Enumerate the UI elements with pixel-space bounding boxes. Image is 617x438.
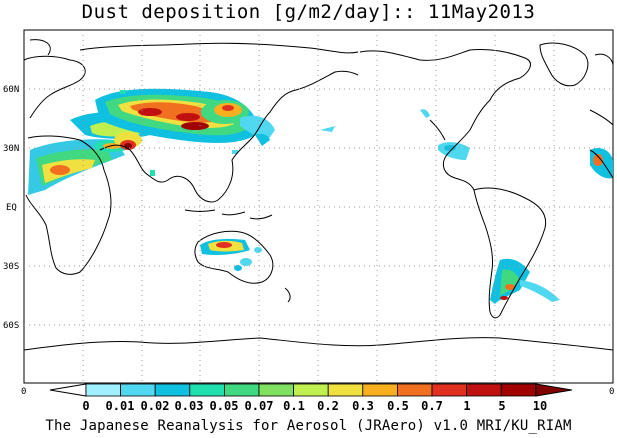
colorbar-swatch — [396, 383, 433, 397]
colorbar-label-13: 10 — [533, 399, 547, 413]
colorbar-label-12: 5 — [498, 399, 505, 413]
graticule — [24, 30, 613, 383]
colorbar-label-8: 0.3 — [352, 399, 374, 413]
colorbar-swatch — [189, 383, 225, 397]
colorbar-label-10: 0.7 — [421, 399, 443, 413]
colorbar-swatch — [120, 383, 156, 397]
colorbar-swatch — [466, 383, 502, 397]
colorbar-label-11: 1 — [463, 399, 470, 413]
lon-label-right: 0 — [609, 387, 614, 397]
lon-label-left: 0 — [21, 387, 26, 397]
colorbar-label-3: 0.03 — [175, 399, 204, 413]
lat-label-eq: EQ — [6, 203, 17, 213]
colorbar-swatch — [154, 383, 191, 397]
colorbar-swatch — [223, 383, 260, 397]
colorbar-arrow-low — [49, 383, 87, 397]
dust-shading — [28, 88, 613, 304]
colorbar-label-5: 0.07 — [245, 399, 274, 413]
lat-label-60s: 60S — [3, 321, 19, 331]
map-title: Dust deposition [g/m2/day]:: 11May2013 — [81, 1, 536, 23]
colorbar-label-7: 0.2 — [317, 399, 339, 413]
colorbar-label-0: 0 — [82, 399, 89, 413]
colorbar-arrow-high — [535, 383, 572, 397]
colorbar-label-1: 0.01 — [106, 399, 135, 413]
lat-label-60n: 60N — [3, 85, 19, 95]
lat-label-30n: 30N — [3, 144, 19, 154]
colorbar-swatch — [500, 383, 537, 397]
colorbar-swatch — [362, 383, 398, 397]
colorbar-swatch — [431, 383, 467, 397]
colorbar — [49, 383, 572, 397]
colorbar-label-4: 0.05 — [210, 399, 239, 413]
lat-label-30s: 30S — [3, 262, 19, 272]
colorbar-swatch — [85, 383, 121, 397]
colorbar-label-9: 0.5 — [387, 399, 409, 413]
footer-credit: The Japanese Reanalysis for Aerosol (JRA… — [45, 418, 572, 434]
colorbar-swatch — [293, 383, 329, 397]
colorbar-labels: 0 0.01 0.02 0.03 0.05 0.07 0.1 0.2 0.3 0… — [82, 399, 547, 413]
colorbar-label-6: 0.1 — [283, 399, 305, 413]
colorbar-swatch — [258, 383, 294, 397]
colorbar-label-2: 0.02 — [141, 399, 170, 413]
colorbar-swatch — [327, 383, 364, 397]
